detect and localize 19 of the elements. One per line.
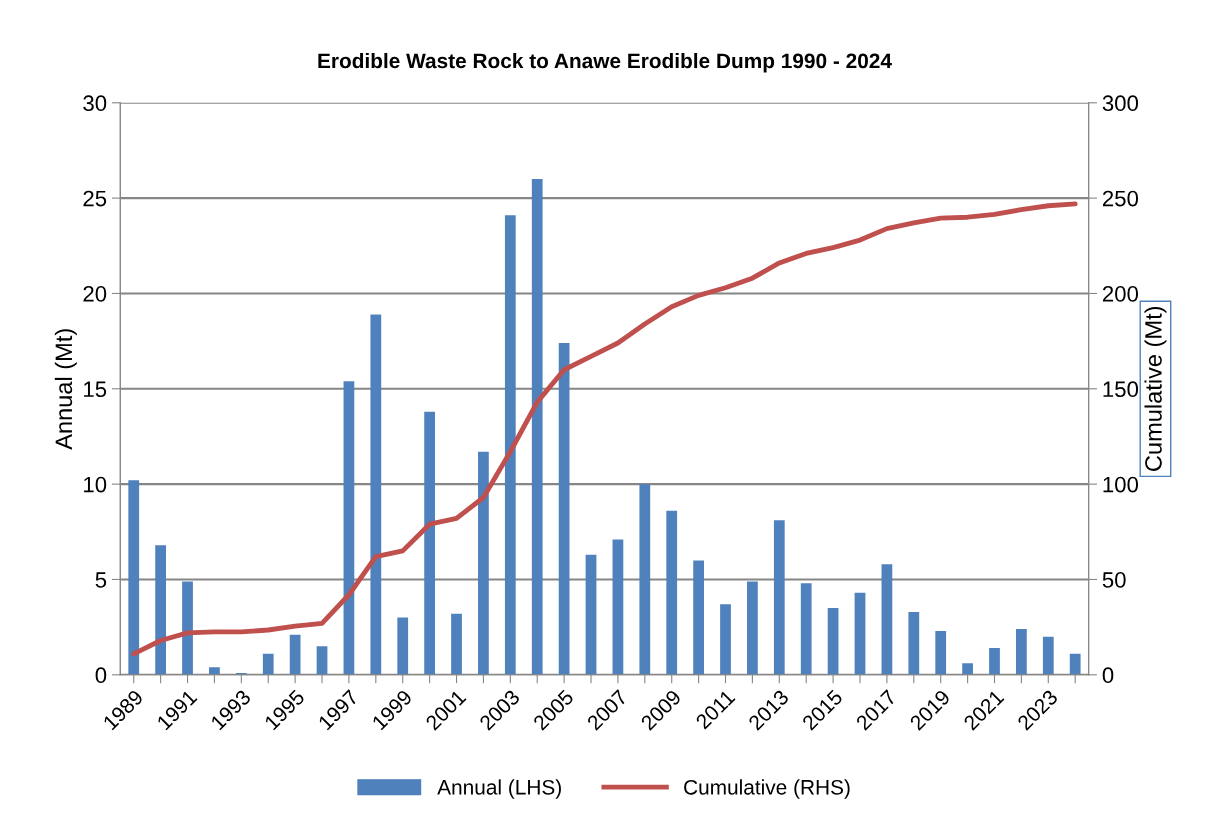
y-tick-label: 30 [83, 95, 107, 112]
y-tick-label: 5 [95, 572, 107, 588]
y2-tick-label: 150 [1103, 381, 1139, 398]
y2-tick-label: 100 [1103, 476, 1139, 493]
y2-tick-label: 200 [1102, 286, 1139, 302]
y2-tick-label: 50 [1102, 572, 1126, 588]
y-tick-label: 10 [84, 476, 107, 493]
chart-title: Erodible Waste Rock to Anawe Erodible Dump 1990 - 2024 [318, 52, 892, 73]
y-tick-label: 20 [83, 286, 107, 302]
y2-tick-label: 300 [1102, 95, 1139, 112]
y-tick-label: 15 [84, 381, 107, 398]
legend-label: Cumulative (RHS) [684, 779, 850, 799]
y-tick-label: 25 [83, 190, 107, 207]
y2-axis-title: Cumulative (Mt) [1144, 306, 1167, 471]
y-tick-label: 0 [95, 667, 107, 684]
y-axis-title: Annual (Mt) [54, 329, 77, 450]
y2-tick-label: 0 [1102, 667, 1114, 684]
y2-tick-label: 250 [1102, 190, 1139, 207]
legend-label: Annual (LHS) [437, 779, 561, 799]
